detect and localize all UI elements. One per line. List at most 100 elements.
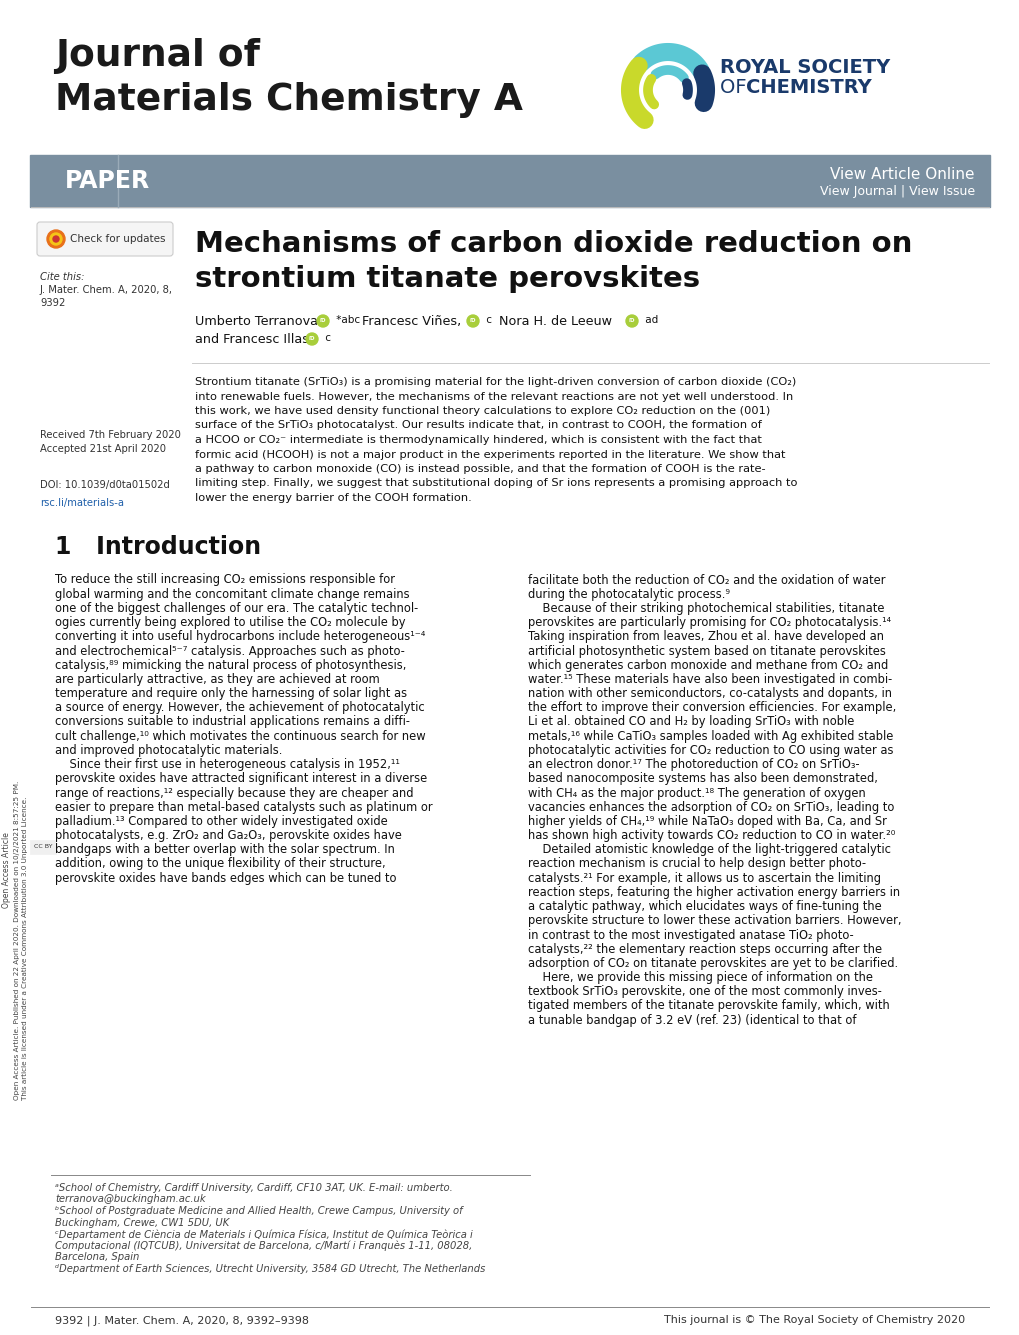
- Text: terranova@buckingham.ac.uk: terranova@buckingham.ac.uk: [55, 1195, 206, 1204]
- Text: Mechanisms of carbon dioxide reduction on: Mechanisms of carbon dioxide reduction o…: [195, 230, 911, 258]
- Text: 1   Introduction: 1 Introduction: [55, 535, 261, 559]
- Text: Li et al. obtained CO and H₂ by loading SrTiO₃ with noble: Li et al. obtained CO and H₂ by loading …: [528, 716, 854, 729]
- Text: CC BY: CC BY: [34, 845, 52, 849]
- Circle shape: [467, 315, 479, 327]
- Text: View Journal | View Issue: View Journal | View Issue: [819, 186, 974, 198]
- Text: a pathway to carbon monoxide (CO) is instead possible, and that the formation of: a pathway to carbon monoxide (CO) is ins…: [195, 465, 765, 474]
- Text: and electrochemical⁵⁻⁷ catalysis. Approaches such as photo-: and electrochemical⁵⁻⁷ catalysis. Approa…: [55, 645, 405, 658]
- Text: J. Mater. Chem. A, 2020, 8,: J. Mater. Chem. A, 2020, 8,: [40, 284, 173, 295]
- Text: This article is licensed under a Creative Commons Attribution 3.0 Unported Licen: This article is licensed under a Creativ…: [22, 797, 28, 1100]
- Text: a tunable bandgap of 3.2 eV (ref. 23) (identical to that of: a tunable bandgap of 3.2 eV (ref. 23) (i…: [528, 1013, 856, 1027]
- Text: PAPER: PAPER: [65, 170, 150, 194]
- Text: during the photocatalytic process.⁹: during the photocatalytic process.⁹: [528, 587, 730, 601]
- Text: Open Access Article. Published on 22 April 2020. Downloaded on 10/2/2021 8:57:25: Open Access Article. Published on 22 Apr…: [14, 781, 20, 1100]
- Text: iD: iD: [309, 336, 315, 342]
- Text: perovskite oxides have bands edges which can be tuned to: perovskite oxides have bands edges which…: [55, 872, 396, 885]
- Text: textbook SrTiO₃ perovskite, one of the most commonly inves-: textbook SrTiO₃ perovskite, one of the m…: [528, 985, 881, 999]
- Text: tigated members of the titanate perovskite family, which, with: tigated members of the titanate perovski…: [528, 1000, 889, 1012]
- Text: addition, owing to the unique flexibility of their structure,: addition, owing to the unique flexibilit…: [55, 857, 385, 870]
- Text: catalysts,²² the elementary reaction steps occurring after the: catalysts,²² the elementary reaction ste…: [528, 943, 881, 956]
- Text: Computacional (IQTCUB), Universitat de Barcelona, c/Martí i Franquès 1-11, 08028: Computacional (IQTCUB), Universitat de B…: [55, 1240, 472, 1251]
- Text: into renewable fuels. However, the mechanisms of the relevant reactions are not : into renewable fuels. However, the mecha…: [195, 391, 793, 402]
- Text: Nora H. de Leeuw: Nora H. de Leeuw: [494, 315, 611, 328]
- Text: This journal is © The Royal Society of Chemistry 2020: This journal is © The Royal Society of C…: [663, 1315, 964, 1326]
- Text: higher yields of CH₄,¹⁹ while NaTaO₃ doped with Ba, Ca, and Sr: higher yields of CH₄,¹⁹ while NaTaO₃ dop…: [528, 814, 886, 828]
- Text: ᵃSchool of Chemistry, Cardiff University, Cardiff, CF10 3AT, UK. E-mail: umberto: ᵃSchool of Chemistry, Cardiff University…: [55, 1183, 452, 1193]
- Text: 9392 | J. Mater. Chem. A, 2020, 8, 9392–9398: 9392 | J. Mater. Chem. A, 2020, 8, 9392–…: [55, 1315, 309, 1326]
- Text: converting it into useful hydrocarbons include heterogeneous¹⁻⁴: converting it into useful hydrocarbons i…: [55, 630, 425, 643]
- Text: View Article Online: View Article Online: [829, 167, 974, 182]
- Text: catalysis,⁸⁹ mimicking the natural process of photosynthesis,: catalysis,⁸⁹ mimicking the natural proce…: [55, 658, 406, 672]
- Text: perovskite structure to lower these activation barriers. However,: perovskite structure to lower these acti…: [528, 914, 901, 928]
- Text: perovskite oxides have attracted significant interest in a diverse: perovskite oxides have attracted signifi…: [55, 773, 427, 785]
- Text: Buckingham, Crewe, CW1 5DU, UK: Buckingham, Crewe, CW1 5DU, UK: [55, 1218, 229, 1227]
- Text: To reduce the still increasing CO₂ emissions responsible for: To reduce the still increasing CO₂ emiss…: [55, 574, 394, 586]
- Text: Barcelona, Spain: Barcelona, Spain: [55, 1252, 140, 1262]
- FancyBboxPatch shape: [37, 222, 173, 256]
- Text: adsorption of CO₂ on titanate perovskites are yet to be clarified.: adsorption of CO₂ on titanate perovskite…: [528, 957, 898, 971]
- Bar: [30, 840, 56, 854]
- Text: c: c: [322, 332, 331, 343]
- Text: in contrast to the most investigated anatase TiO₂ photo-: in contrast to the most investigated ana…: [528, 929, 853, 941]
- Text: ogies currently being explored to utilise the CO₂ molecule by: ogies currently being explored to utilis…: [55, 615, 406, 629]
- Text: strontium titanate perovskites: strontium titanate perovskites: [195, 266, 699, 292]
- Text: OF: OF: [719, 77, 752, 97]
- Text: rsc.li/materials-a: rsc.li/materials-a: [40, 498, 124, 509]
- Text: ᵇSchool of Postgraduate Medicine and Allied Health, Crewe Campus, University of: ᵇSchool of Postgraduate Medicine and All…: [55, 1206, 463, 1216]
- Text: reaction mechanism is crucial to help design better photo-: reaction mechanism is crucial to help de…: [528, 857, 865, 870]
- Text: palladium.¹³ Compared to other widely investigated oxide: palladium.¹³ Compared to other widely in…: [55, 814, 387, 828]
- Text: perovskites are particularly promising for CO₂ photocatalysis.¹⁴: perovskites are particularly promising f…: [528, 615, 891, 629]
- Text: based nanocomposite systems has also been demonstrated,: based nanocomposite systems has also bee…: [528, 773, 877, 785]
- Text: Received 7th February 2020: Received 7th February 2020: [40, 430, 180, 441]
- Text: Check for updates: Check for updates: [70, 234, 165, 244]
- Text: Umberto Terranova,: Umberto Terranova,: [195, 315, 322, 328]
- Text: iD: iD: [628, 319, 635, 323]
- Text: this work, we have used density functional theory calculations to explore CO₂ re: this work, we have used density function…: [195, 406, 769, 417]
- Text: Open Access Article: Open Access Article: [2, 832, 11, 908]
- Text: formic acid (HCOOH) is not a major product in the experiments reported in the li: formic acid (HCOOH) is not a major produ…: [195, 450, 785, 459]
- Text: with CH₄ as the major product.¹⁸ The generation of oxygen: with CH₄ as the major product.¹⁸ The gen…: [528, 786, 865, 800]
- Circle shape: [317, 315, 329, 327]
- Text: Because of their striking photochemical stabilities, titanate: Because of their striking photochemical …: [528, 602, 883, 615]
- Text: artificial photosynthetic system based on titanate perovskites: artificial photosynthetic system based o…: [528, 645, 886, 658]
- Text: global warming and the concomitant climate change remains: global warming and the concomitant clima…: [55, 587, 410, 601]
- Text: photocatalytic activities for CO₂ reduction to CO using water as: photocatalytic activities for CO₂ reduct…: [528, 744, 893, 757]
- Text: Detailed atomistic knowledge of the light-triggered catalytic: Detailed atomistic knowledge of the ligh…: [528, 844, 891, 856]
- Text: vacancies enhances the adsorption of CO₂ on SrTiO₃, leading to: vacancies enhances the adsorption of CO₂…: [528, 801, 894, 814]
- Text: ᶜDepartament de Ciència de Materials i Química Física, Institut de Química Teòri: ᶜDepartament de Ciència de Materials i Q…: [55, 1230, 472, 1239]
- Text: nation with other semiconductors, co-catalysts and dopants, in: nation with other semiconductors, co-cat…: [528, 688, 892, 700]
- Text: Journal of: Journal of: [55, 37, 260, 73]
- Text: has shown high activity towards CO₂ reduction to CO in water.²⁰: has shown high activity towards CO₂ redu…: [528, 829, 895, 842]
- Text: reaction steps, featuring the higher activation energy barriers in: reaction steps, featuring the higher act…: [528, 886, 899, 898]
- Text: metals,¹⁶ while CaTiO₃ samples loaded with Ag exhibited stable: metals,¹⁶ while CaTiO₃ samples loaded wi…: [528, 730, 893, 742]
- Text: a HCOO or CO₂⁻ intermediate is thermodynamically hindered, which is consistent w: a HCOO or CO₂⁻ intermediate is thermodyn…: [195, 435, 761, 445]
- Text: photocatalysts, e.g. ZrO₂ and Ga₂O₃, perovskite oxides have: photocatalysts, e.g. ZrO₂ and Ga₂O₃, per…: [55, 829, 401, 842]
- Text: the effort to improve their conversion efficiencies. For example,: the effort to improve their conversion e…: [528, 701, 896, 714]
- Text: lower the energy barrier of the COOH formation.: lower the energy barrier of the COOH for…: [195, 493, 472, 503]
- Text: Accepted 21st April 2020: Accepted 21st April 2020: [40, 445, 166, 454]
- Text: facilitate both the reduction of CO₂ and the oxidation of water: facilitate both the reduction of CO₂ and…: [528, 574, 884, 586]
- Text: cult challenge,¹⁰ which motivates the continuous search for new: cult challenge,¹⁰ which motivates the co…: [55, 730, 425, 742]
- Text: an electron donor.¹⁷ The photoreduction of CO₂ on SrTiO₃-: an electron donor.¹⁷ The photoreduction …: [528, 758, 859, 772]
- Text: limiting step. Finally, we suggest that substitutional doping of Sr ions represe: limiting step. Finally, we suggest that …: [195, 478, 797, 489]
- Text: iD: iD: [470, 319, 476, 323]
- Text: and Francesc Illas: and Francesc Illas: [195, 332, 309, 346]
- Circle shape: [626, 315, 637, 327]
- Text: temperature and require only the harnessing of solar light as: temperature and require only the harness…: [55, 688, 407, 700]
- Text: Materials Chemistry A: Materials Chemistry A: [55, 81, 523, 117]
- Text: water.¹⁵ These materials have also been investigated in combi-: water.¹⁵ These materials have also been …: [528, 673, 892, 686]
- Text: a source of energy. However, the achievement of photocatalytic: a source of energy. However, the achieve…: [55, 701, 424, 714]
- Circle shape: [47, 230, 65, 248]
- Text: Cite this:: Cite this:: [40, 272, 85, 282]
- Text: and improved photocatalytic materials.: and improved photocatalytic materials.: [55, 744, 282, 757]
- Text: surface of the SrTiO₃ photocatalyst. Our results indicate that, in contrast to C: surface of the SrTiO₃ photocatalyst. Our…: [195, 421, 761, 430]
- Text: range of reactions,¹² especially because they are cheaper and: range of reactions,¹² especially because…: [55, 786, 413, 800]
- Text: *abc: *abc: [332, 315, 360, 324]
- Text: Strontium titanate (SrTiO₃) is a promising material for the light-driven convers: Strontium titanate (SrTiO₃) is a promisi…: [195, 376, 796, 387]
- Text: are particularly attractive, as they are achieved at room: are particularly attractive, as they are…: [55, 673, 379, 686]
- Text: ᵈDepartment of Earth Sciences, Utrecht University, 3584 GD Utrecht, The Netherla: ᵈDepartment of Earth Sciences, Utrecht U…: [55, 1263, 485, 1274]
- Text: c: c: [483, 315, 491, 324]
- Circle shape: [306, 332, 318, 344]
- Text: ROYAL SOCIETY: ROYAL SOCIETY: [719, 57, 890, 77]
- Circle shape: [50, 234, 62, 246]
